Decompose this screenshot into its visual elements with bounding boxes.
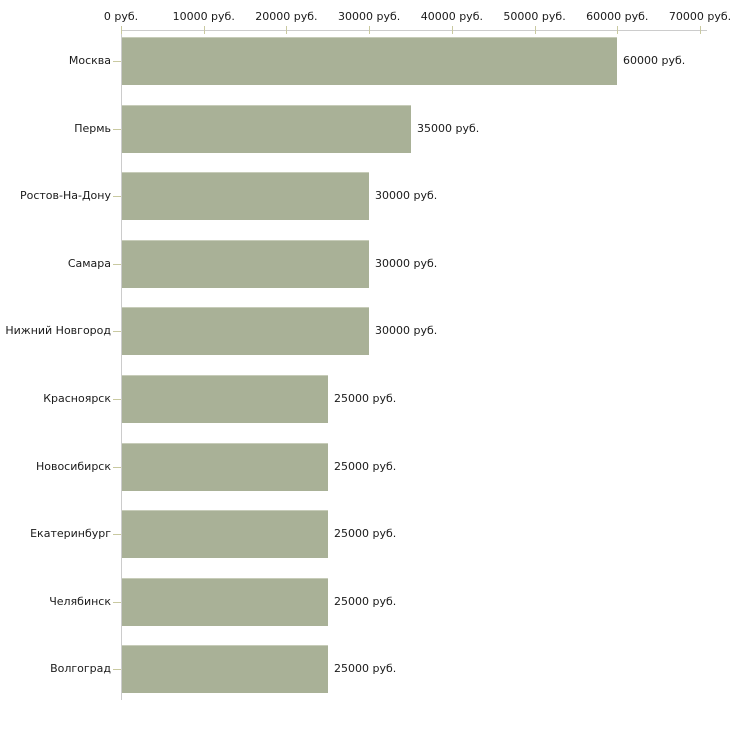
value-label: 25000 руб. <box>334 594 397 608</box>
bar <box>122 239 369 288</box>
category-label: Нижний Новгород <box>5 324 111 338</box>
category-tick-mark <box>113 196 121 198</box>
category-label: Красноярск <box>43 392 111 405</box>
x-axis-tick-mark <box>121 26 122 34</box>
bar <box>122 510 328 559</box>
x-axis-tick-label: 40000 руб. <box>420 10 483 23</box>
category-tick-mark <box>113 669 121 671</box>
x-axis-tick-label: 30000 руб. <box>338 10 401 23</box>
category-tick-mark <box>113 331 121 333</box>
x-axis-tick-label: 0 руб. <box>103 10 139 23</box>
bar <box>122 307 369 356</box>
bar <box>122 375 328 423</box>
x-axis-tick-mark <box>534 26 536 34</box>
bar <box>122 172 369 221</box>
x-axis-tick-label: 50000 руб. <box>503 10 566 23</box>
x-axis-tick-label: 60000 руб. <box>586 10 649 23</box>
x-axis-tick-mark <box>451 26 453 34</box>
category-label: Пермь <box>74 121 111 135</box>
value-label: 35000 руб. <box>417 121 480 135</box>
x-axis-line <box>121 30 707 31</box>
category-tick-mark <box>113 534 121 536</box>
y-axis-line <box>121 30 122 700</box>
x-axis-tick-mark <box>617 26 619 34</box>
x-axis-tick-label: 10000 руб. <box>172 10 235 23</box>
category-tick-mark <box>113 466 121 468</box>
category-tick-mark <box>113 399 121 400</box>
category-tick-mark <box>113 263 121 265</box>
category-label: Новосибирск <box>35 459 111 473</box>
value-label: 25000 руб. <box>334 527 397 541</box>
category-tick-mark <box>113 61 121 62</box>
x-axis-tick-mark <box>369 26 371 34</box>
category-label: Москва <box>68 54 111 67</box>
value-label: 25000 руб. <box>334 662 397 676</box>
bar <box>122 645 328 694</box>
x-axis-tick-mark <box>286 26 288 34</box>
value-label: 30000 руб. <box>375 256 438 270</box>
x-axis-tick-mark <box>203 26 205 34</box>
category-label: Волгоград <box>50 662 111 676</box>
bar <box>122 577 328 626</box>
category-tick-mark <box>113 128 121 130</box>
bar <box>122 442 328 491</box>
bar <box>122 37 617 85</box>
value-label: 60000 руб. <box>623 54 686 67</box>
x-axis-tick-mark <box>700 26 701 34</box>
value-label: 30000 руб. <box>375 324 438 338</box>
value-label: 30000 руб. <box>375 189 438 203</box>
category-label: Ростов-На-Дону <box>19 189 111 203</box>
category-label: Челябинск <box>49 594 111 608</box>
category-tick-mark <box>113 601 121 603</box>
category-label: Самара <box>67 256 111 270</box>
x-axis-tick-label: 70000 руб. <box>668 10 730 23</box>
value-label: 25000 руб. <box>334 392 397 405</box>
category-label: Екатеринбург <box>30 527 111 541</box>
bar <box>122 104 411 153</box>
x-axis-tick-label: 20000 руб. <box>255 10 318 23</box>
value-label: 25000 руб. <box>334 459 397 473</box>
